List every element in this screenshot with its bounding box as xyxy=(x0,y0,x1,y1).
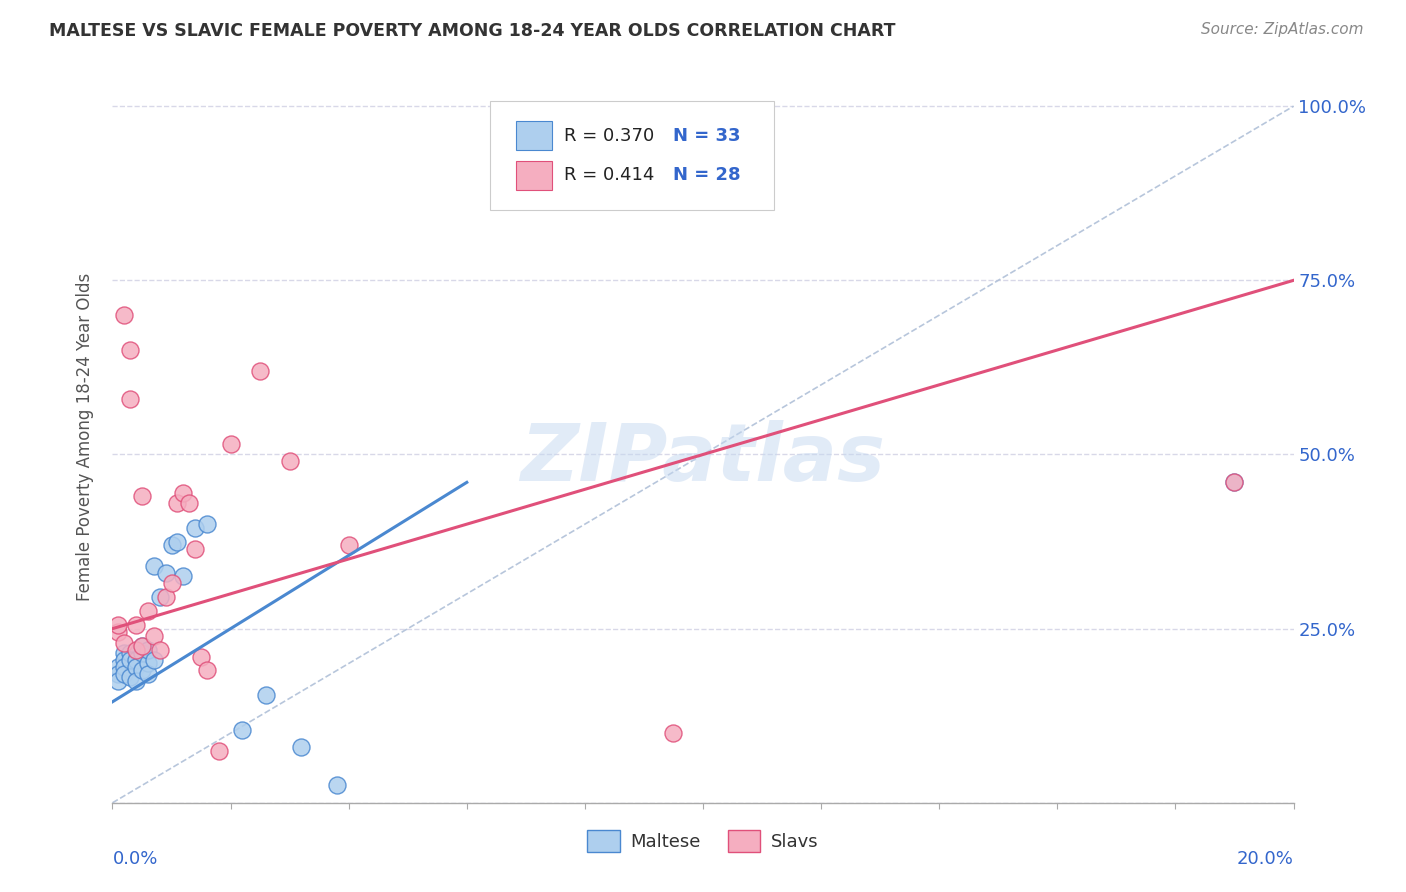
Point xyxy=(290,740,312,755)
Y-axis label: Female Poverty Among 18-24 Year Olds: Female Poverty Among 18-24 Year Olds xyxy=(76,273,94,601)
Point xyxy=(166,496,188,510)
Point xyxy=(149,642,172,657)
Point xyxy=(208,743,231,757)
Point xyxy=(184,521,207,535)
Point xyxy=(179,496,201,510)
Point xyxy=(149,591,172,605)
Text: MALTESE VS SLAVIC FEMALE POVERTY AMONG 18-24 YEAR OLDS CORRELATION CHART: MALTESE VS SLAVIC FEMALE POVERTY AMONG 1… xyxy=(49,22,896,40)
Point xyxy=(184,541,207,556)
Legend: Maltese, Slavs: Maltese, Slavs xyxy=(579,823,827,860)
Point xyxy=(190,649,212,664)
Point xyxy=(107,660,129,674)
FancyBboxPatch shape xyxy=(491,101,773,211)
Text: Source: ZipAtlas.com: Source: ZipAtlas.com xyxy=(1201,22,1364,37)
Point xyxy=(131,489,153,503)
Point xyxy=(131,664,153,678)
Text: N = 28: N = 28 xyxy=(673,166,741,185)
Point xyxy=(195,664,218,678)
Point xyxy=(125,618,148,632)
Point xyxy=(1223,475,1246,490)
Point xyxy=(1223,475,1246,490)
Point xyxy=(136,657,159,671)
Point xyxy=(166,534,188,549)
Point xyxy=(107,618,129,632)
Point xyxy=(142,629,165,643)
Point xyxy=(112,660,135,674)
Point xyxy=(172,485,194,500)
Text: R = 0.414: R = 0.414 xyxy=(564,166,654,185)
Point xyxy=(278,454,301,468)
Point xyxy=(107,625,129,640)
Point xyxy=(326,778,349,792)
Bar xyxy=(516,161,551,190)
Point xyxy=(131,639,153,653)
Text: 0.0%: 0.0% xyxy=(112,850,157,868)
Point xyxy=(112,308,135,322)
Point xyxy=(142,558,165,573)
Point xyxy=(112,667,135,681)
Point xyxy=(112,653,135,667)
Text: 20.0%: 20.0% xyxy=(1237,850,1294,868)
Point xyxy=(107,667,129,681)
Point xyxy=(231,723,253,737)
Point xyxy=(136,604,159,618)
Point xyxy=(160,538,183,552)
Point xyxy=(662,726,685,740)
Bar xyxy=(516,121,551,151)
Point xyxy=(120,392,142,406)
Point xyxy=(131,639,153,653)
Point xyxy=(125,673,148,688)
Text: R = 0.370: R = 0.370 xyxy=(564,127,654,145)
Point xyxy=(160,576,183,591)
Point xyxy=(112,635,135,649)
Point xyxy=(120,646,142,660)
Point xyxy=(136,667,159,681)
Point xyxy=(125,660,148,674)
Point xyxy=(337,538,360,552)
Point xyxy=(219,437,242,451)
Point xyxy=(120,670,142,684)
Text: N = 33: N = 33 xyxy=(673,127,741,145)
Text: ZIPatlas: ZIPatlas xyxy=(520,420,886,498)
Point xyxy=(142,653,165,667)
Point xyxy=(120,653,142,667)
Point xyxy=(120,343,142,357)
Point xyxy=(195,517,218,532)
Point xyxy=(125,653,148,667)
Point xyxy=(155,591,177,605)
Point xyxy=(107,673,129,688)
Point xyxy=(125,642,148,657)
Point xyxy=(112,646,135,660)
Point xyxy=(136,642,159,657)
Point xyxy=(249,364,271,378)
Point xyxy=(155,566,177,580)
Point xyxy=(254,688,277,702)
Point xyxy=(172,569,194,583)
Point xyxy=(131,646,153,660)
